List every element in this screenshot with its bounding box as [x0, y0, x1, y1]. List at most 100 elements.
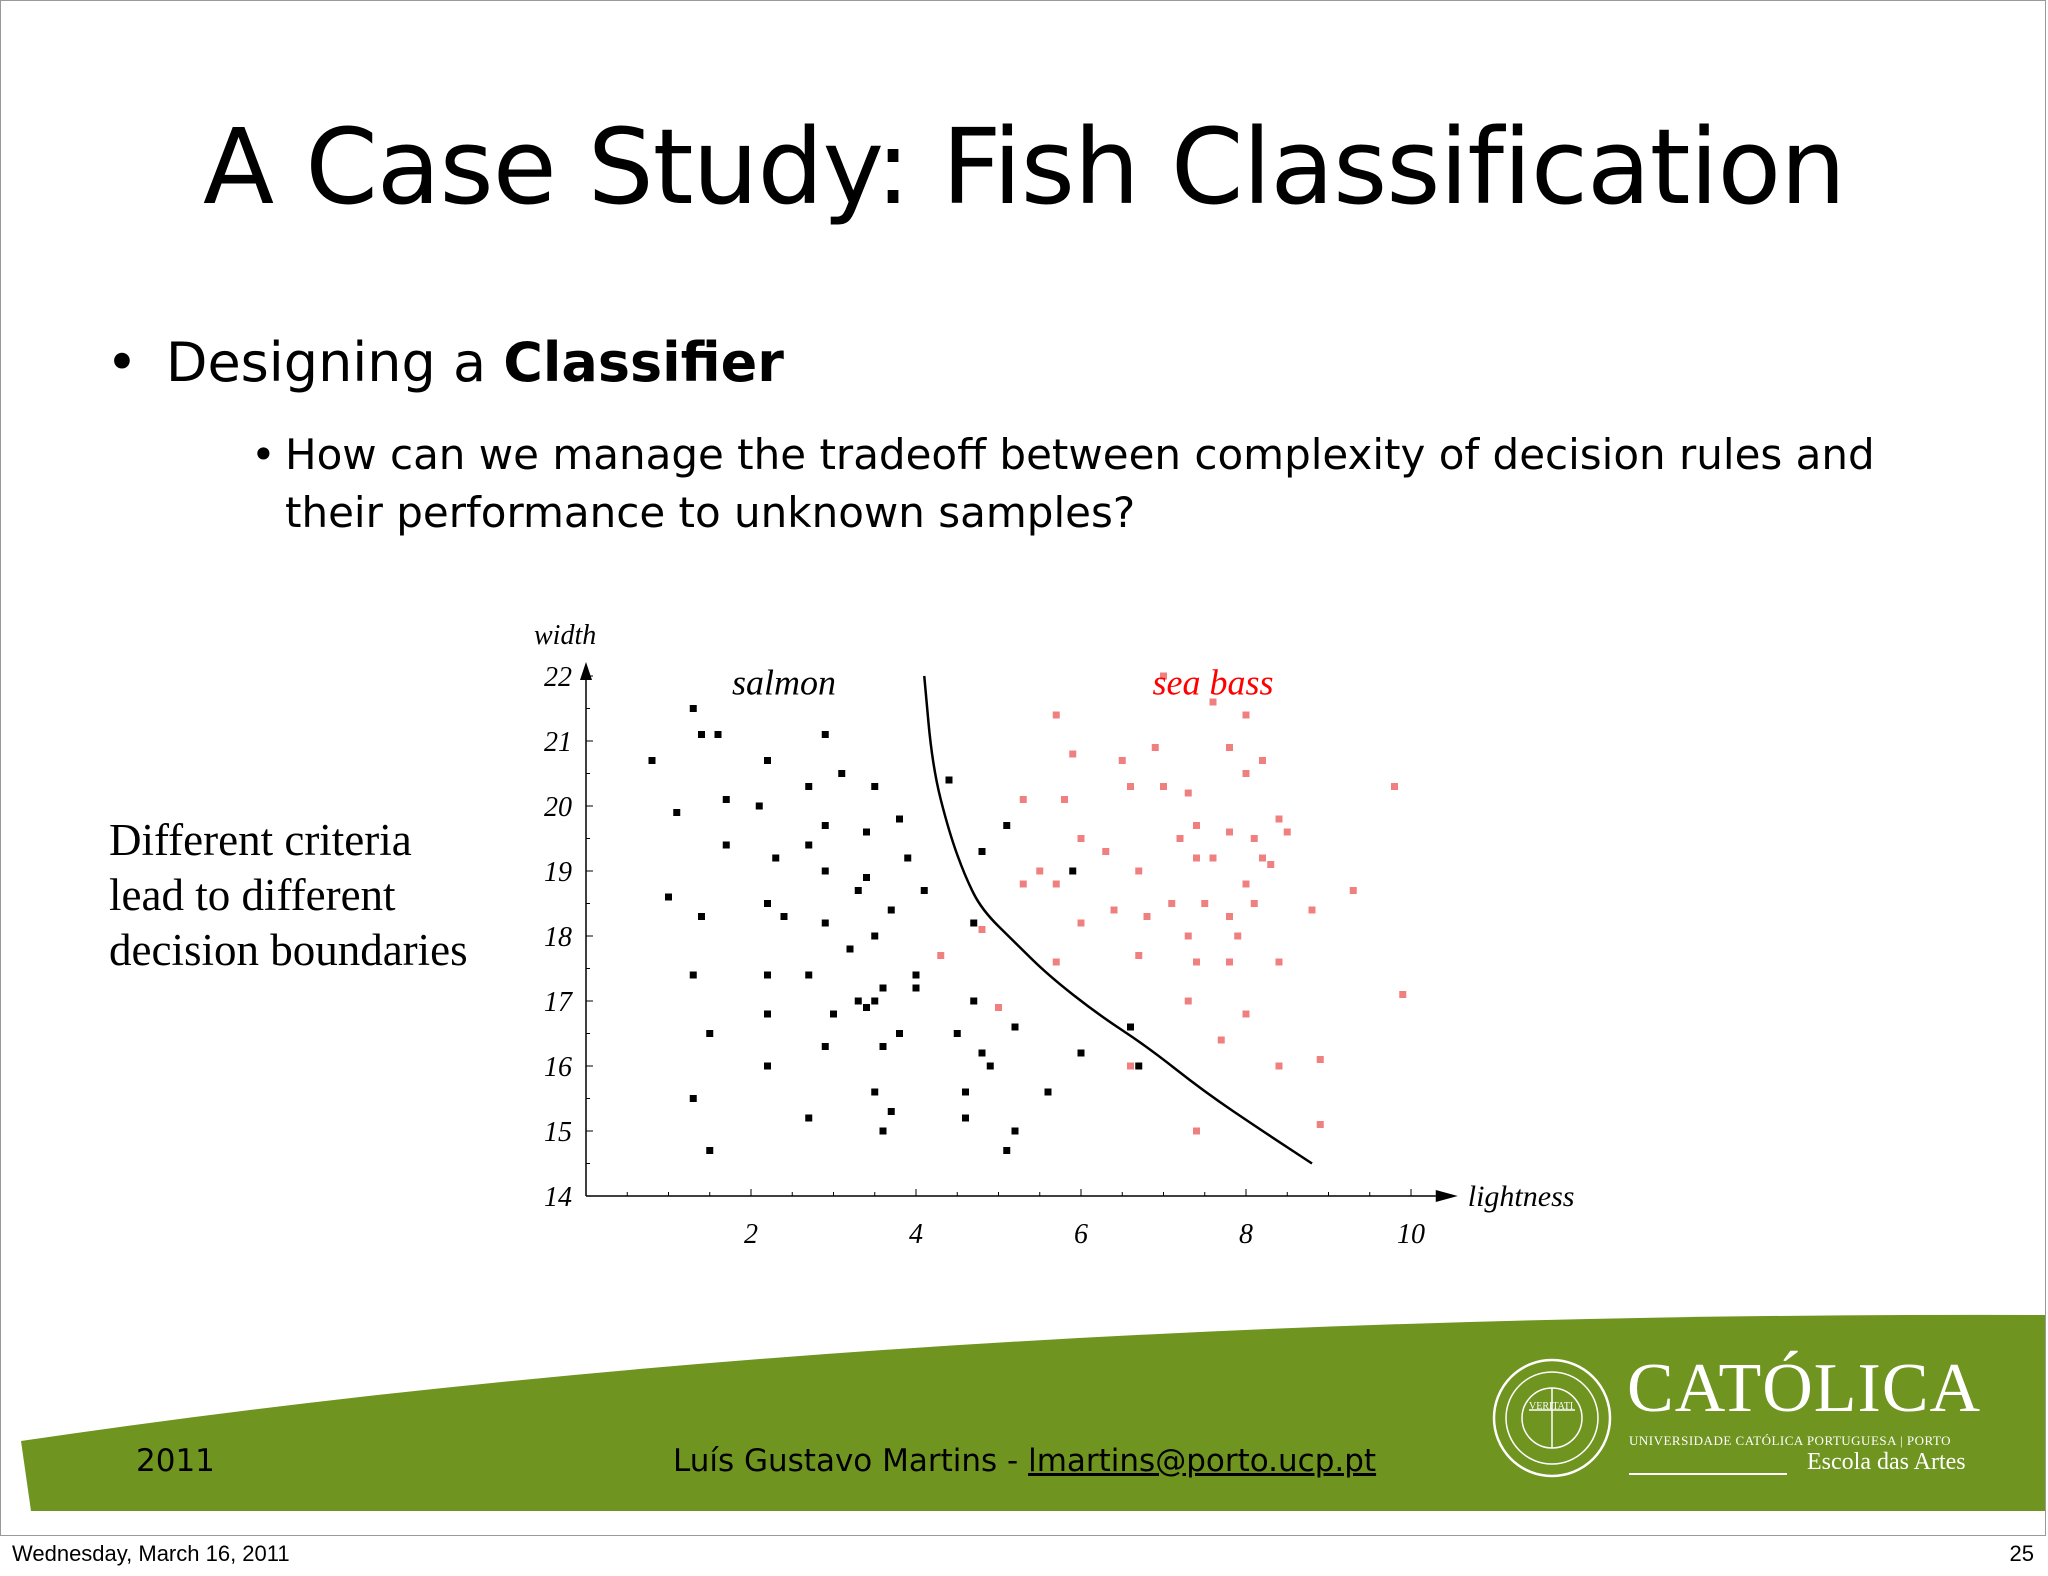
data-point	[871, 932, 879, 940]
data-point	[1110, 906, 1118, 914]
university-seal-icon	[1492, 1358, 1612, 1478]
page-number: 25	[2009, 1541, 2034, 1566]
data-point	[887, 906, 895, 914]
decision-boundary-curve	[923, 675, 1313, 1165]
data-point	[722, 796, 730, 803]
data-point	[1176, 835, 1184, 842]
data-point	[1127, 783, 1134, 790]
data-point	[706, 1030, 714, 1037]
logo-name: CATÓLICA	[1627, 1350, 1982, 1427]
data-point	[821, 867, 829, 875]
slide-title: A Case Study: Fish Classification	[202, 106, 1846, 228]
data-point	[1135, 952, 1143, 959]
data-point	[1011, 1127, 1019, 1135]
data-point	[755, 802, 763, 810]
footer-author-name: Luís Gustavo Martins -	[673, 1443, 1029, 1479]
data-point	[689, 1095, 697, 1102]
data-point	[896, 815, 903, 823]
data-point	[879, 1127, 887, 1135]
data-point	[1226, 744, 1233, 751]
series-sea-bass	[937, 672, 1407, 1135]
data-point	[912, 971, 920, 979]
data-point	[805, 783, 813, 790]
data-point	[1052, 711, 1060, 719]
footer-email-link[interactable]: lmartins@porto.ucp.pt	[1028, 1443, 1377, 1479]
series-annotation: sea bass	[1152, 663, 1273, 703]
data-point	[1226, 958, 1233, 966]
data-point	[1242, 711, 1250, 719]
data-point	[953, 1030, 961, 1037]
data-point	[1283, 828, 1291, 836]
data-point	[1184, 789, 1192, 797]
data-point	[1267, 861, 1275, 868]
y-tick-label: 19	[544, 857, 572, 888]
bullet1-prefix: Designing a	[165, 331, 504, 394]
x-tick-label: 2	[744, 1219, 758, 1250]
data-point	[1011, 1023, 1019, 1031]
data-point	[896, 1030, 903, 1037]
decision-boundary-layer	[923, 675, 1313, 1165]
data-point	[1242, 1010, 1250, 1018]
data-point	[1160, 783, 1167, 790]
data-point	[1127, 1023, 1134, 1031]
data-point	[1234, 932, 1242, 940]
data-point	[1349, 887, 1357, 894]
data-point	[764, 900, 771, 907]
x-tick-label: 6	[1074, 1219, 1088, 1250]
data-point	[830, 1010, 837, 1018]
data-point	[1217, 1036, 1225, 1044]
data-point	[1168, 900, 1176, 907]
data-point	[772, 854, 780, 862]
data-point	[978, 848, 986, 855]
y-axis-arrow	[580, 662, 592, 680]
data-point	[978, 926, 986, 933]
data-point	[1275, 1062, 1283, 1070]
data-point	[962, 1114, 969, 1122]
data-point	[1193, 958, 1200, 966]
data-point	[887, 1108, 895, 1115]
logo-subtitle: UNIVERSIDADE CATÓLICA PORTUGUESA | PORTO	[1629, 1433, 1951, 1448]
data-point	[1226, 913, 1233, 920]
x-axis-label: lightness	[1468, 1180, 1575, 1213]
data-point	[821, 919, 829, 927]
data-point	[706, 1147, 714, 1154]
data-point	[1077, 1049, 1085, 1057]
data-point	[1052, 880, 1060, 888]
data-point	[1275, 958, 1283, 966]
data-point	[689, 705, 697, 712]
side-note: Different criteria lead to different dec…	[109, 815, 468, 975]
data-point	[1019, 796, 1027, 803]
x-tick-label: 4	[909, 1219, 923, 1250]
data-point	[1151, 744, 1159, 751]
footer-author: Luís Gustavo Martins - lmartins@porto.uc…	[673, 1443, 1376, 1479]
data-point	[854, 887, 862, 894]
data-point	[838, 770, 846, 777]
data-point	[863, 828, 870, 836]
data-point	[698, 913, 705, 920]
data-point	[863, 874, 870, 881]
sub-bullet-tradeoff: • How can we manage the tradeoff between…	[251, 426, 1891, 542]
data-point	[821, 731, 829, 738]
data-point	[1193, 822, 1200, 829]
data-point	[1259, 854, 1266, 862]
data-point	[714, 731, 722, 738]
data-point	[986, 1062, 994, 1070]
seal-text: VERITATI	[1529, 1401, 1574, 1412]
data-point	[1193, 854, 1200, 862]
data-point	[912, 984, 920, 992]
logo-divider	[1629, 1473, 1787, 1475]
data-point	[937, 952, 945, 959]
data-point	[1102, 848, 1110, 855]
data-point	[1003, 822, 1011, 829]
y-tick-label: 17	[544, 987, 573, 1018]
data-point	[780, 913, 788, 920]
data-point	[722, 841, 730, 849]
data-point	[648, 757, 656, 764]
data-point	[764, 971, 771, 979]
data-point	[1135, 867, 1143, 875]
data-point	[1209, 698, 1217, 706]
data-point	[1308, 906, 1316, 914]
points-layer	[648, 672, 1407, 1154]
data-point	[879, 1043, 887, 1050]
data-point	[1135, 1062, 1143, 1070]
